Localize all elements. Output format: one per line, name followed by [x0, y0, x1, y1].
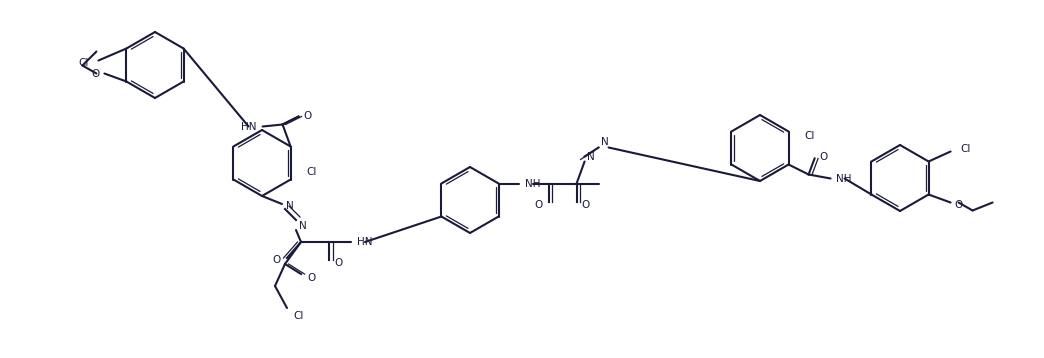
Text: N: N	[600, 136, 609, 146]
Text: Cl: Cl	[960, 144, 971, 154]
Text: Cl: Cl	[805, 131, 815, 140]
Text: Cl: Cl	[78, 58, 89, 68]
Text: HN: HN	[357, 237, 373, 247]
Text: NH: NH	[524, 179, 540, 189]
Text: O: O	[582, 199, 590, 209]
Text: HN: HN	[241, 121, 257, 131]
Text: N: N	[299, 221, 307, 231]
Text: N: N	[286, 201, 293, 211]
Text: O: O	[307, 273, 315, 283]
Text: O: O	[954, 199, 963, 209]
Text: O: O	[820, 151, 828, 161]
Text: Cl: Cl	[307, 166, 317, 176]
Text: O: O	[334, 258, 342, 268]
Text: O: O	[535, 199, 543, 209]
Text: Cl: Cl	[293, 311, 304, 321]
Text: O: O	[91, 68, 99, 78]
Text: O: O	[272, 255, 281, 265]
Text: NH: NH	[835, 174, 851, 184]
Text: O: O	[304, 111, 312, 121]
Text: N: N	[587, 151, 594, 161]
